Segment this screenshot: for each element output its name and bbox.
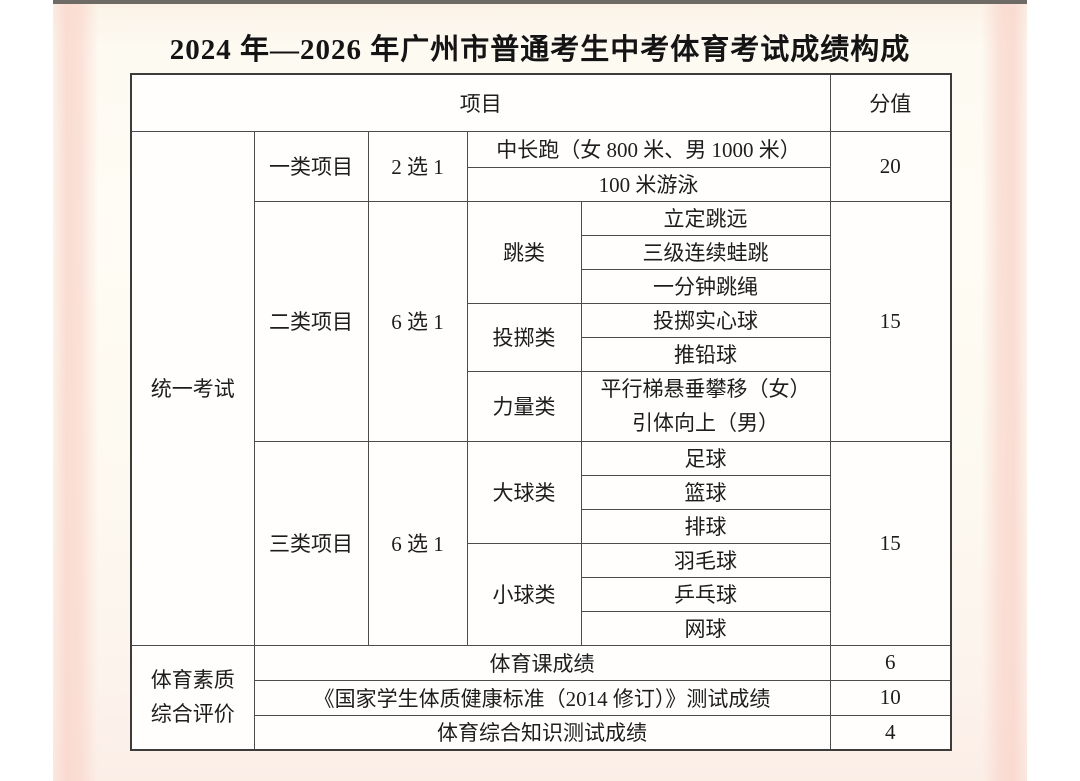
- cat2-strength-item-pullup: 引体向上（男）: [632, 411, 779, 435]
- unified-exam-label: 统一考试: [130, 130, 255, 646]
- cat1-score: 20: [829, 130, 952, 202]
- score-composition-table: 项目 分值 统一考试 一类项目 2 选 1 中长跑（女 800 米、男 1000…: [130, 73, 953, 751]
- cat2-jump-item-frog: 三级连续蛙跳: [580, 234, 831, 270]
- cat1-item-run: 中长跑（女 800 米、男 1000 米）: [466, 130, 831, 168]
- table-row: 排球: [131, 508, 951, 544]
- table-row: 力量类 平行梯悬垂攀移（女） 引体向上（男）: [131, 370, 951, 442]
- table-row: 体育素质 综合评价 体育课成绩 6: [130, 644, 952, 751]
- quality-item-national-standard: 《国家学生体质健康标准（2014 修订）》测试成绩: [253, 679, 831, 716]
- table-row: 项目 分值: [130, 73, 952, 132]
- quality-eval-label-line2: 综合评价: [150, 702, 235, 727]
- table-row: 一分钟跳绳: [131, 268, 951, 304]
- cat1-item-swim: 100 米游泳: [466, 166, 831, 202]
- table-row: 推铅球: [131, 336, 951, 372]
- table-row: 二类项目 6 选 1 跳类 立定跳远 15: [131, 200, 952, 442]
- cat2-label: 二类项目: [253, 200, 369, 442]
- cat3-choose: 6 选 1: [367, 440, 468, 646]
- top-border-line: [53, 0, 1027, 4]
- cat3-item-tennis: 网球: [580, 610, 831, 646]
- table-row: 体育综合知识测试成绩 4: [131, 714, 952, 751]
- table-row: 投掷类 投掷实心球: [131, 302, 951, 372]
- table-row: 统一考试 一类项目 2 选 1 中长跑（女 800 米、男 1000 米） 20: [130, 130, 952, 646]
- quality-item-knowledge-test: 体育综合知识测试成绩: [253, 714, 831, 751]
- quality-item-pe-class: 体育课成绩: [253, 644, 831, 681]
- cat3-item-badminton: 羽毛球: [580, 542, 831, 578]
- quality-eval-label-line1: 体育素质: [150, 668, 235, 693]
- cat2-strength-label: 力量类: [466, 370, 582, 442]
- cat1-label: 一类项目: [253, 130, 369, 202]
- cat2-jump-label: 跳类: [466, 200, 582, 304]
- cat2-choose: 6 选 1: [367, 200, 468, 442]
- header-score: 分值: [829, 73, 952, 132]
- right-pink-stripe: [982, 4, 1027, 781]
- cat2-score: 15: [829, 200, 952, 442]
- left-pink-stripe: [53, 4, 98, 781]
- cat3-bigball-label: 大球类: [466, 440, 582, 544]
- cat3-item-tabletennis: 乒乓球: [580, 576, 831, 612]
- cat2-throw-label: 投掷类: [466, 302, 582, 372]
- header-item: 项目: [130, 73, 831, 132]
- cat3-item-basketball: 篮球: [580, 474, 831, 510]
- cat3-item-volleyball: 排球: [580, 508, 831, 544]
- cat2-throw-item-ball: 投掷实心球: [580, 302, 831, 338]
- quality-score-national-standard: 10: [829, 679, 952, 716]
- cat2-strength-item-ladder: 平行梯悬垂攀移（女）: [600, 377, 811, 401]
- quality-score-knowledge-test: 4: [829, 714, 952, 751]
- page-title: 2024 年—2026 年广州市普通考生中考体育考试成绩构成: [169, 34, 911, 66]
- cat2-jump-item-standing: 立定跳远: [580, 200, 831, 236]
- cat3-item-football: 足球: [580, 440, 831, 476]
- table-row: 《国家学生体质健康标准（2014 修订）》测试成绩 10: [131, 679, 952, 716]
- quality-eval-label: 体育素质 综合评价: [130, 644, 255, 751]
- cat1-choose: 2 选 1: [367, 130, 468, 202]
- cat3-label: 三类项目: [253, 440, 369, 646]
- cat2-throw-item-shot: 推铅球: [580, 336, 831, 372]
- table-row: 三类项目 6 选 1 大球类 足球 15: [131, 440, 952, 646]
- cat3-smallball-label: 小球类: [466, 542, 582, 646]
- cat3-score: 15: [829, 440, 952, 646]
- table-row: 100 米游泳: [131, 166, 951, 202]
- cat2-jump-item-rope: 一分钟跳绳: [580, 268, 831, 304]
- cat2-strength-items: 平行梯悬垂攀移（女） 引体向上（男）: [580, 370, 831, 442]
- quality-score-pe-class: 6: [829, 644, 952, 681]
